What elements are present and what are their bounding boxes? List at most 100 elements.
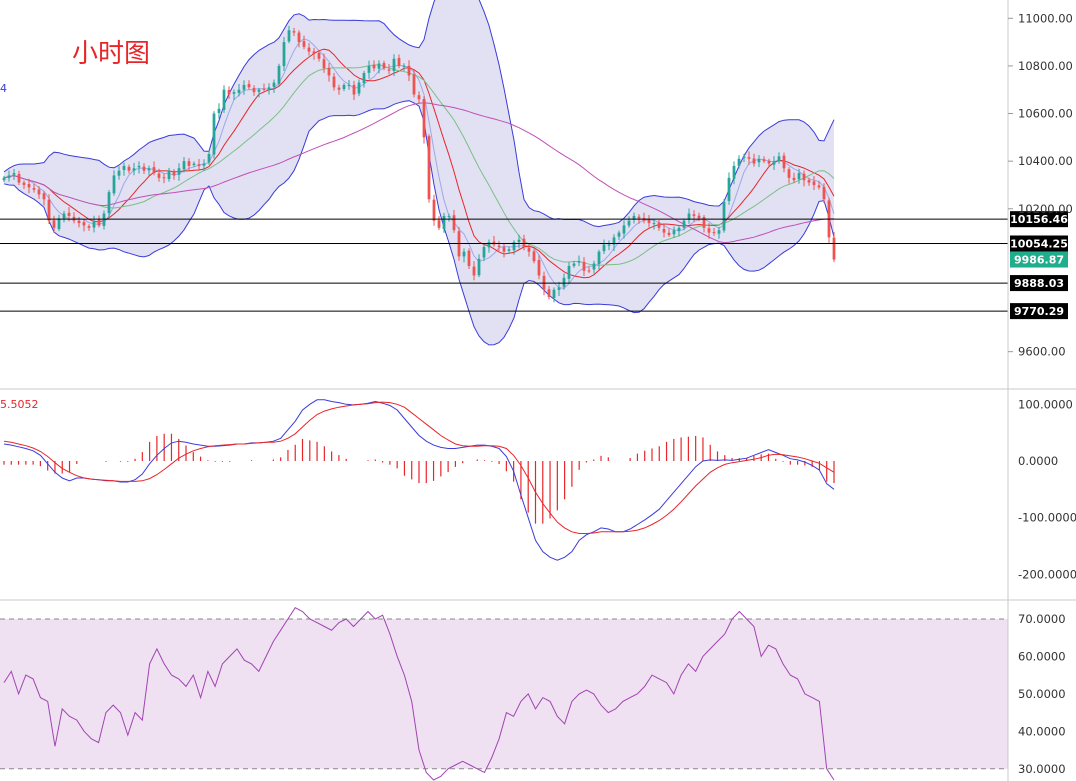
candle-body <box>282 42 286 67</box>
candle-body <box>377 63 381 69</box>
candle-body <box>797 173 801 180</box>
candle-body <box>197 164 201 166</box>
candle-body <box>22 182 26 185</box>
candle-body <box>322 59 326 69</box>
candle-body <box>557 287 561 290</box>
candle-body <box>122 165 126 170</box>
indicator-marker: 4 <box>0 82 7 95</box>
macd-tick-label: -100.0000 <box>1018 511 1076 525</box>
candle-body <box>562 277 566 287</box>
candle-body <box>132 168 136 171</box>
candle-body <box>812 181 816 185</box>
candle-body <box>682 220 686 228</box>
candle-body <box>452 215 456 231</box>
candle-body <box>482 246 486 258</box>
candle-body <box>162 177 166 179</box>
candle-body <box>277 65 281 84</box>
candle-body <box>672 230 676 235</box>
candle-body <box>442 215 446 230</box>
candle-body <box>292 31 296 33</box>
candle-body <box>272 82 276 87</box>
candle-body <box>287 30 291 42</box>
candle-body <box>352 84 356 95</box>
candle-body <box>502 247 506 252</box>
candle-body <box>117 170 121 176</box>
candle-body <box>7 175 11 179</box>
candle-body <box>62 213 66 219</box>
bollinger-upper-line <box>3 0 835 228</box>
candle-body <box>622 225 626 234</box>
candle-body <box>632 215 636 220</box>
candle-body <box>717 230 721 234</box>
candle-body <box>762 159 766 162</box>
price-panel: 10156.46 10054.25 9888.03 9770.29 9986.87 <box>0 0 1068 346</box>
macd-dif-line <box>3 399 835 561</box>
rsi-panel <box>0 607 1008 781</box>
candle-body <box>712 232 716 234</box>
rsi-tick-label: 40.0000 <box>1018 724 1066 738</box>
price-tick-label: 10400.00 <box>1018 154 1073 168</box>
price-tick-label: 10600.00 <box>1018 107 1073 121</box>
rsi-band <box>0 618 1008 769</box>
candle-body <box>387 69 391 71</box>
chart-title: 小时图 <box>72 39 150 69</box>
macd-value-label: 5.5052 <box>0 398 39 411</box>
candle-body <box>487 242 491 248</box>
level-tag-label: 10054.25 <box>1010 237 1068 250</box>
candle-body <box>87 226 91 228</box>
candle-body <box>232 92 236 94</box>
level-tag-bg <box>1010 275 1068 292</box>
candle-body <box>772 161 776 165</box>
candle-body <box>407 65 411 76</box>
level-tag-bg <box>1010 235 1068 252</box>
candle-body <box>57 218 61 230</box>
level-tag-bg <box>1010 303 1068 320</box>
candle-body <box>392 58 396 71</box>
candle-body <box>697 215 701 219</box>
candle-body <box>422 99 426 138</box>
candle-body <box>267 87 271 91</box>
candle-body <box>217 108 221 114</box>
candle-body <box>477 258 481 276</box>
candle-body <box>612 237 616 245</box>
candle-body <box>262 88 266 90</box>
candle-body <box>802 173 806 181</box>
candle-body <box>372 64 376 69</box>
level-tag-label: 9770.29 <box>1014 305 1064 318</box>
candle-body <box>32 188 36 190</box>
candle-body <box>362 73 366 84</box>
candle-body <box>317 52 321 59</box>
candle-body <box>227 89 231 95</box>
candle-body <box>567 265 571 279</box>
candle-body <box>102 213 106 226</box>
candle-body <box>807 179 811 183</box>
candle-body <box>722 201 726 231</box>
price-tick-label: 10800.00 <box>1018 59 1073 73</box>
current-price-label: 9986.87 <box>1014 254 1064 267</box>
price-tick-label: 9600.00 <box>1018 345 1066 359</box>
candle-body <box>427 136 431 200</box>
candle-body <box>42 193 46 200</box>
candle-body <box>687 213 691 220</box>
candle-body <box>607 244 611 246</box>
candle-body <box>177 168 181 175</box>
candle-body <box>402 65 406 67</box>
candle-body <box>147 168 151 171</box>
candle-body <box>297 32 301 43</box>
candle-body <box>67 212 71 216</box>
candle-body <box>247 84 251 88</box>
candle-body <box>757 158 761 163</box>
candle-body <box>212 113 216 155</box>
candle-body <box>617 232 621 237</box>
candle-body <box>127 166 131 171</box>
candle-body <box>237 89 241 94</box>
candle-body <box>157 173 161 178</box>
level-tag-label: 9888.03 <box>1014 277 1064 290</box>
macd-tick-label: 100.0000 <box>1018 397 1073 411</box>
current-price-tag-bg <box>1010 251 1068 268</box>
candle-body <box>527 247 531 252</box>
candle-body <box>342 84 346 90</box>
candle-body <box>602 244 606 252</box>
candle-body <box>2 177 6 181</box>
